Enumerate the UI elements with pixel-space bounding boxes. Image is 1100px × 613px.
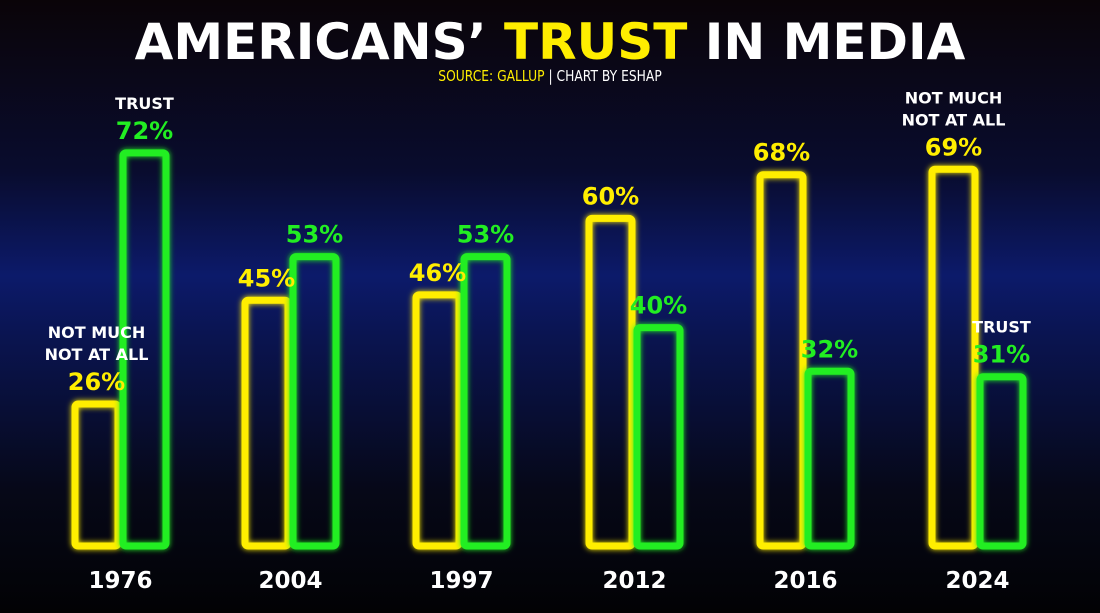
bar-not-much-1976 <box>71 400 122 550</box>
year-label-2024: 2024 <box>945 568 1009 594</box>
bar-trust-1997 <box>460 253 511 550</box>
annotation-1976-not-much-1: NOT AT ALL <box>45 345 149 364</box>
value-label-trust-1976: 72% <box>116 117 173 145</box>
value-label-trust-2016: 32% <box>801 335 858 363</box>
bar-trust-2016 <box>804 367 855 550</box>
value-label-not-much-2016: 68% <box>753 139 810 167</box>
subtitle-source: SOURCE: GALLUP <box>438 67 545 85</box>
value-label-not-much-2004: 45% <box>238 264 295 292</box>
chart-subtitle: SOURCE: GALLUP | CHART BY ESHAP <box>99 67 1001 85</box>
bar-trust-2012 <box>633 324 684 550</box>
bar-not-much-2024 <box>928 165 979 550</box>
value-label-trust-2024: 31% <box>973 341 1030 369</box>
title-part2: IN MEDIA <box>704 13 966 71</box>
value-label-trust-2012: 40% <box>630 292 687 320</box>
value-label-not-much-2024: 69% <box>925 133 982 161</box>
bar-trust-2024 <box>976 373 1027 550</box>
year-label-2016: 2016 <box>773 568 837 594</box>
year-label-1976: 1976 <box>88 568 152 594</box>
value-label-not-much-2012: 60% <box>582 182 639 210</box>
year-label-2012: 2012 <box>602 568 666 594</box>
bar-not-much-2016 <box>756 171 807 550</box>
year-label-2004: 2004 <box>258 568 322 594</box>
bar-not-much-2004 <box>241 296 292 550</box>
chart-title: AMERICANS’ TRUST IN MEDIA <box>0 14 1100 70</box>
annotation-2024-trust-0: TRUST <box>972 318 1031 337</box>
title-highlight: TRUST <box>504 13 688 71</box>
year-label-1997: 1997 <box>429 568 493 594</box>
subtitle-separator: | <box>548 67 553 85</box>
bar-trust-2004 <box>289 253 340 550</box>
value-label-trust-1997: 53% <box>457 221 514 249</box>
annotation-1976-trust-0: TRUST <box>115 94 174 113</box>
value-label-not-much-1997: 46% <box>409 259 466 287</box>
value-label-not-much-1976: 26% <box>68 368 125 396</box>
annotation-2024-not-much-0: NOT MUCH <box>905 88 1003 107</box>
title-part1: AMERICANS’ <box>134 13 487 71</box>
bar-trust-1976 <box>119 149 170 550</box>
annotation-2024-not-much-1: NOT AT ALL <box>902 110 1006 129</box>
bar-not-much-1997 <box>412 291 463 550</box>
subtitle-credit: CHART BY ESHAP <box>556 67 662 85</box>
bar-not-much-2012 <box>585 214 636 550</box>
value-label-trust-2004: 53% <box>286 221 343 249</box>
annotation-1976-not-much-0: NOT MUCH <box>48 323 146 342</box>
